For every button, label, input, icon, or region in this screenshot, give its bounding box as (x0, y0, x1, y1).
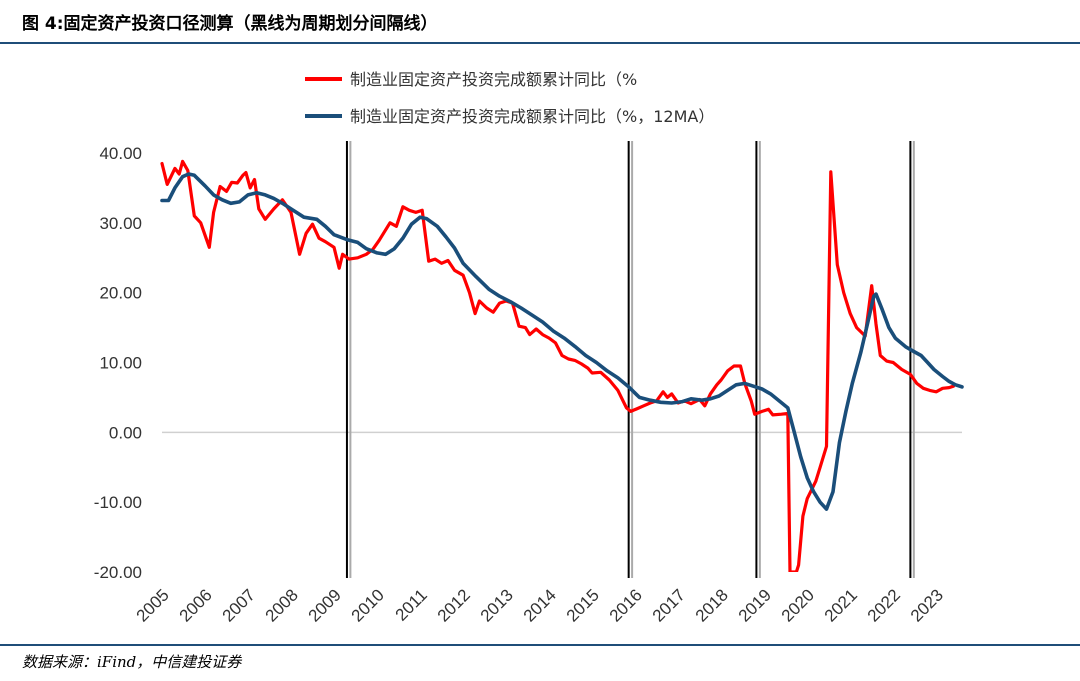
cycle-dividers (345, 141, 915, 578)
x-tick-label: 2015 (563, 585, 603, 625)
source-note: 数据来源：iFind，中信建投证券 (22, 653, 242, 671)
series-group (160, 159, 964, 572)
y-tick-label: 20.00 (99, 284, 142, 303)
x-tick-label: 2010 (348, 585, 388, 625)
x-tick-label: 2021 (821, 585, 861, 625)
x-tick-label: 2014 (520, 585, 560, 625)
x-axis: 2005 2006 2007 2008 2009 2010 2011 2012 2013 2014… (133, 585, 947, 625)
x-tick-label: 2023 (907, 585, 947, 625)
series-line-mfg-fai-ytd (160, 159, 955, 572)
x-tick-label: 2011 (392, 585, 431, 624)
x-tick-label: 2012 (434, 585, 474, 625)
y-tick-label: -20.00 (94, 563, 142, 582)
page-title: 图 4:固定资产投资口径测算（黑线为周期划分间隔线） (22, 14, 438, 34)
x-tick-label: 2022 (864, 585, 904, 625)
legend-label: 制造业固定资产投资完成额累计同比（%，12MA） (350, 107, 714, 126)
x-tick-label: 2020 (778, 585, 818, 625)
x-tick-label: 2018 (692, 585, 732, 625)
x-tick-label: 2016 (606, 585, 646, 625)
legend-label: 制造业固定资产投资完成额累计同比（% (350, 70, 637, 89)
x-tick-label: 2009 (305, 585, 345, 625)
header-divider (0, 42, 1080, 44)
y-tick-label: 30.00 (99, 214, 142, 233)
x-tick-label: 2006 (176, 585, 216, 625)
x-tick-label: 2005 (133, 585, 173, 625)
y-tick-label: -10.00 (94, 493, 142, 512)
x-tick-label: 2019 (735, 585, 775, 625)
x-tick-label: 2017 (649, 585, 689, 625)
x-tick-label: 2013 (477, 585, 517, 625)
x-tick-label: 2008 (262, 585, 302, 625)
x-tick-label: 2007 (219, 585, 259, 625)
y-tick-label: 0.00 (109, 423, 142, 442)
legend: 制造业固定资产投资完成额累计同比（% 制造业固定资产投资完成额累计同比（%，12M… (305, 70, 714, 126)
y-axis: 40.00 30.00 20.00 10.00 0.00 -10.00 -20.00 (94, 144, 142, 582)
y-tick-label: 10.00 (99, 354, 142, 373)
series-line-mfg-fai-12ma (160, 172, 964, 511)
footer-divider (0, 644, 1080, 646)
y-tick-label: 40.00 (99, 144, 142, 163)
